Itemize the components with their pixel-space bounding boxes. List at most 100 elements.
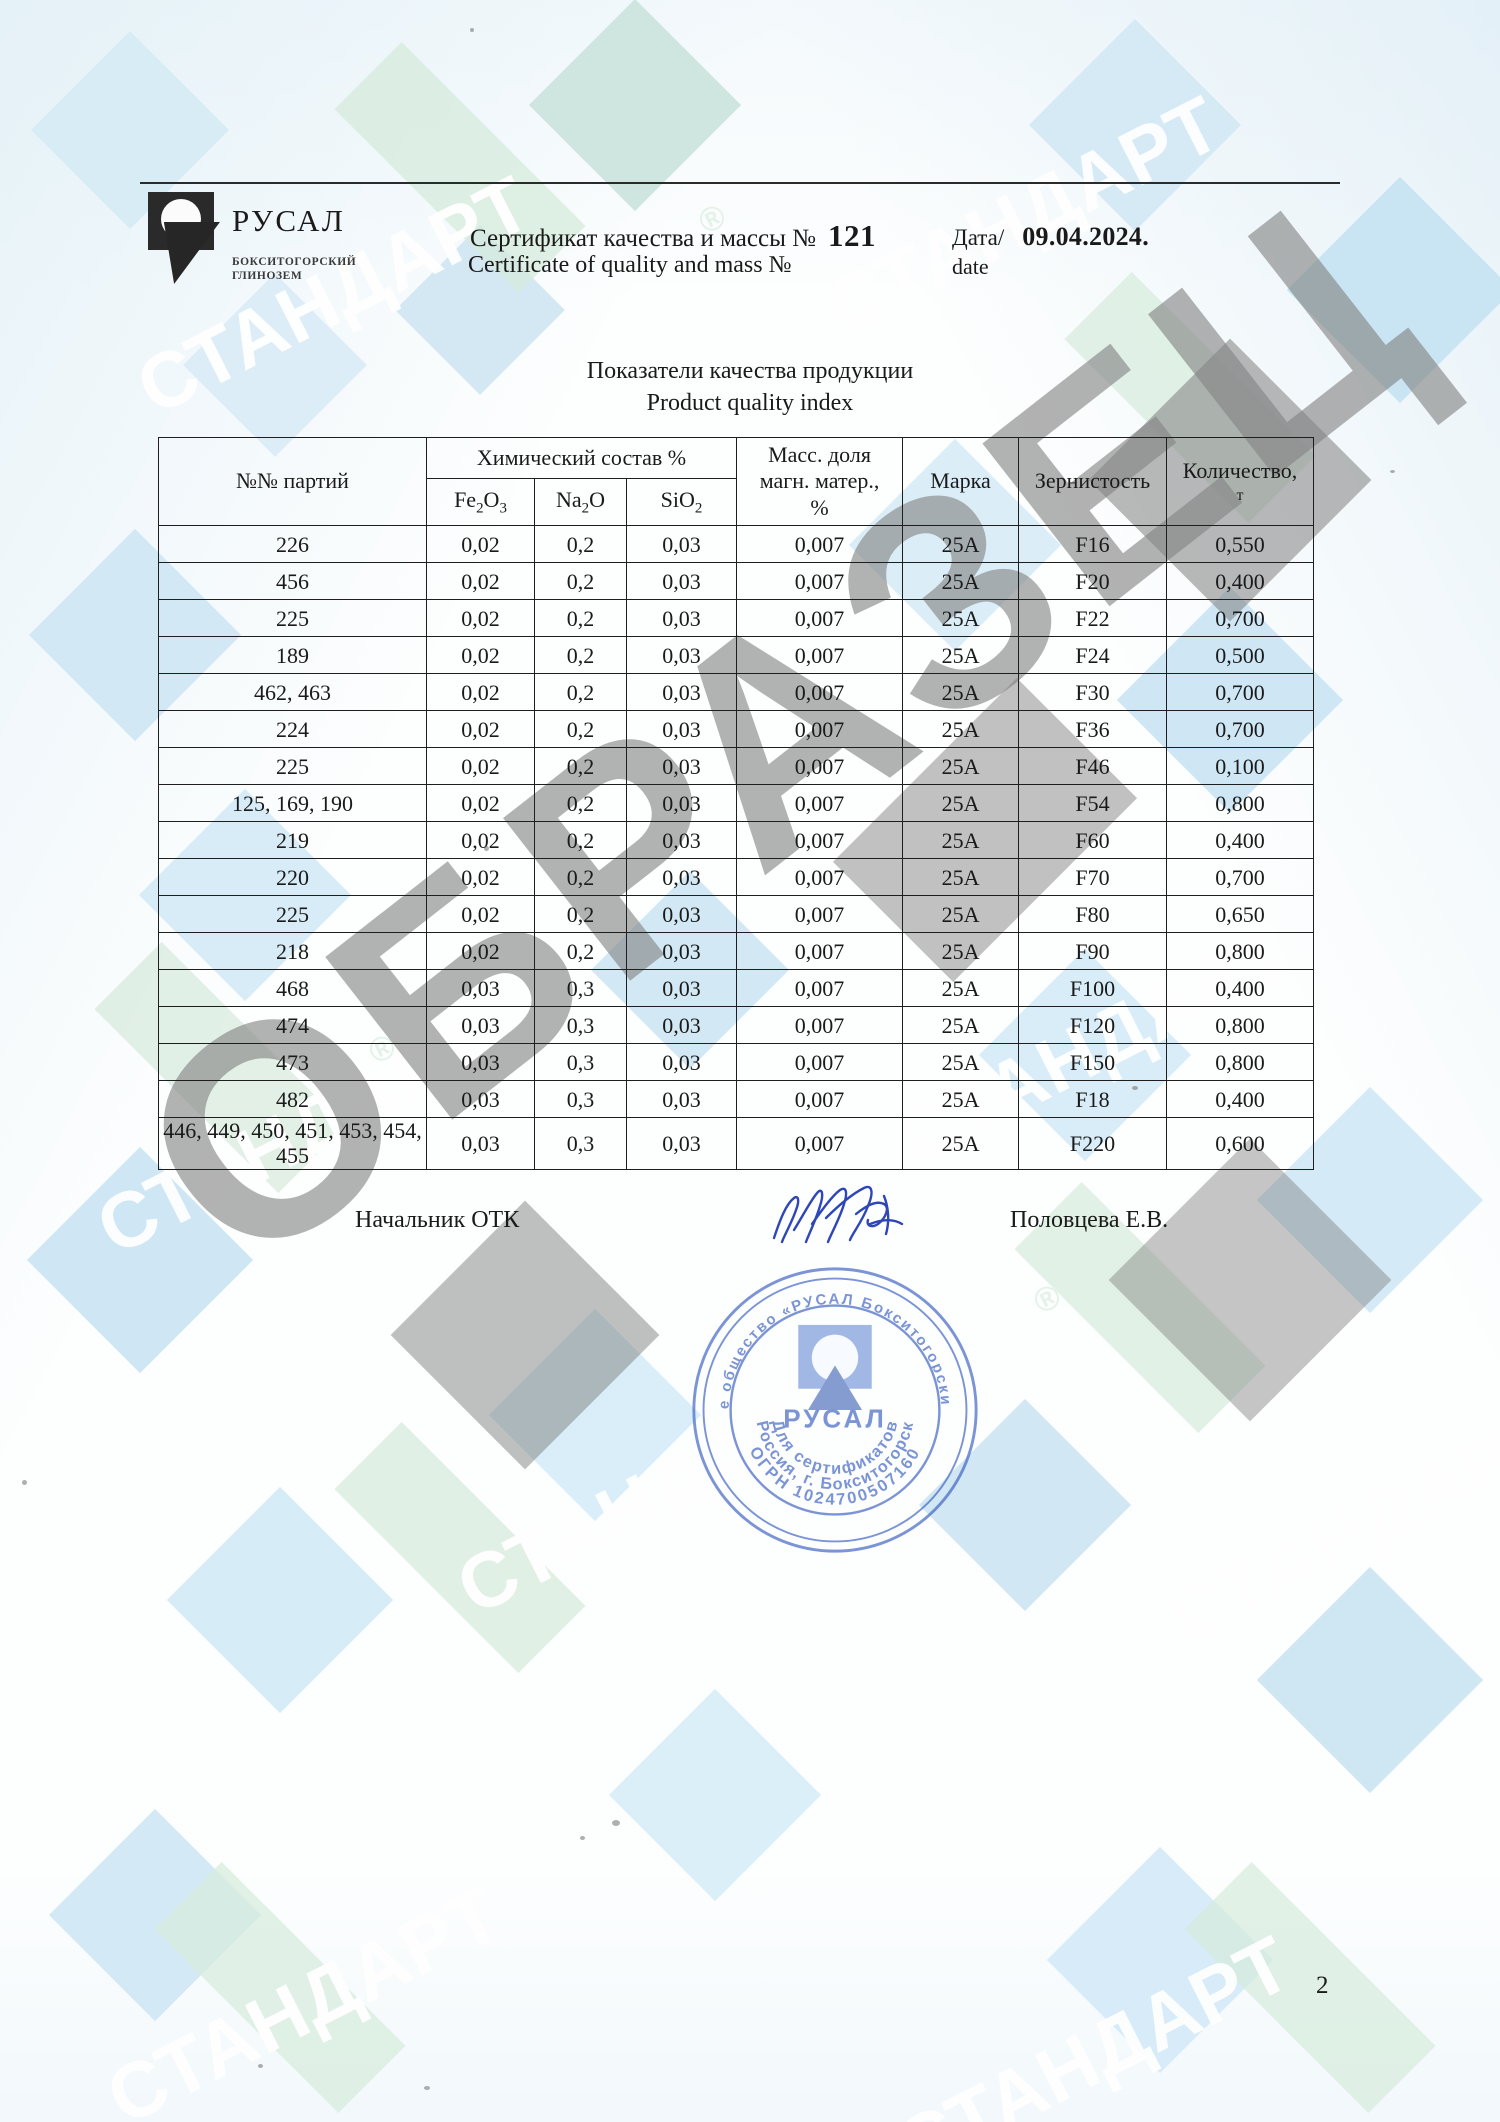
- cell-marka: 25А: [902, 1006, 1020, 1045]
- cell-magn: 0,007: [736, 1043, 904, 1082]
- cell-zernistost: F90: [1018, 932, 1168, 971]
- cell-na2o: 0,2: [534, 710, 627, 749]
- table-row: 225 0,02 0,2 0,03 0,007 25А F46 0,100: [158, 747, 1315, 786]
- cell-na2o: 0,2: [534, 562, 627, 601]
- cell-fe2o3: 0,02: [426, 747, 535, 786]
- scan-speck: [1132, 1086, 1138, 1090]
- cell-marka: 25А: [902, 821, 1020, 860]
- cell-na2o: 0,3: [534, 1006, 627, 1045]
- cell-zernistost: F120: [1018, 1006, 1168, 1045]
- cell-na2o: 0,2: [534, 673, 627, 712]
- col-header-kolichestvo-unit: т: [1236, 487, 1244, 505]
- date-label-en: date: [952, 254, 989, 279]
- cell-kolichestvo: 0,400: [1166, 562, 1315, 601]
- cell-sio2: 0,03: [625, 895, 738, 934]
- cell-na2o: 0,3: [534, 1080, 627, 1119]
- cell-fe2o3: 0,03: [426, 969, 535, 1008]
- table-row: 462, 463 0,02 0,2 0,03 0,007 25А F30 0,700: [158, 673, 1315, 712]
- col-header-magn: Масс. доля магн. матер., %: [736, 436, 904, 527]
- cell-sio2: 0,03: [625, 932, 738, 971]
- cell-sio2: 0,03: [625, 673, 738, 712]
- cell-lots: 468: [158, 969, 427, 1008]
- cell-kolichestvo: 0,500: [1166, 636, 1315, 675]
- cell-na2o: 0,2: [534, 747, 627, 786]
- cell-zernistost: F100: [1018, 969, 1168, 1008]
- cell-sio2: 0,03: [625, 747, 738, 786]
- cell-sio2: 0,03: [625, 1117, 738, 1170]
- cell-kolichestvo: 0,100: [1166, 747, 1315, 786]
- cell-marka: 25А: [902, 673, 1020, 712]
- cell-magn: 0,007: [736, 895, 904, 934]
- cell-sio2: 0,03: [625, 1006, 738, 1045]
- cell-kolichestvo: 0,800: [1166, 932, 1315, 971]
- quality-table-wrapper: №№ партий Химический состав % Масс. доля…: [158, 436, 1315, 1170]
- table-row: 225 0,02 0,2 0,03 0,007 25А F22 0,700: [158, 599, 1315, 638]
- col-header-kolichestvo-text: Количество,: [1182, 457, 1298, 483]
- col-header-chem-group: Химический состав %: [425, 436, 738, 480]
- cell-kolichestvo: 0,400: [1166, 1080, 1315, 1119]
- cell-sio2: 0,03: [625, 784, 738, 823]
- col-header-kolichestvo: Количество, т: [1166, 436, 1315, 527]
- cell-sio2: 0,03: [625, 821, 738, 860]
- cell-sio2: 0,03: [625, 969, 738, 1008]
- date-value: 09.04.2024.: [1022, 222, 1150, 251]
- cell-fe2o3: 0,02: [426, 636, 535, 675]
- cell-fe2o3: 0,02: [426, 525, 535, 564]
- cell-sio2: 0,03: [625, 710, 738, 749]
- scan-speck: [258, 2064, 263, 2068]
- cell-lots: 225: [158, 747, 427, 786]
- cell-fe2o3: 0,03: [426, 1080, 535, 1119]
- cell-zernistost: F24: [1018, 636, 1168, 675]
- cell-na2o: 0,2: [534, 636, 627, 675]
- cell-magn: 0,007: [736, 1006, 904, 1045]
- cell-lots: 226: [158, 525, 427, 564]
- cell-magn: 0,007: [736, 562, 904, 601]
- cell-marka: 25А: [902, 858, 1020, 897]
- cell-fe2o3: 0,03: [426, 1043, 535, 1082]
- cell-kolichestvo: 0,600: [1166, 1117, 1315, 1170]
- header-divider: [140, 182, 1340, 184]
- signatory-name: Половцева Е.В.: [1010, 1207, 1169, 1233]
- handwritten-signature: [772, 1185, 904, 1244]
- cell-marka: 25А: [902, 562, 1020, 601]
- date-label-ru: Дата/: [952, 225, 1005, 250]
- cell-fe2o3: 0,02: [426, 784, 535, 823]
- certificate-title-ru-text: Сертификат качества и массы №: [470, 225, 816, 252]
- section-subtitle: Показатели качества продукции Product qu…: [0, 355, 1500, 419]
- cell-na2o: 0,3: [534, 1043, 627, 1082]
- certificate-date: Дата/09.04.2024.: [952, 222, 1149, 252]
- col-header-magn-l1: Масс. доля: [768, 442, 871, 467]
- cell-fe2o3: 0,02: [426, 710, 535, 749]
- cell-sio2: 0,03: [625, 858, 738, 897]
- table-row: 219 0,02 0,2 0,03 0,007 25А F60 0,400: [158, 821, 1315, 860]
- plant-name-line1: БОКСИТОГОРСКИЙ: [232, 256, 357, 268]
- cell-magn: 0,007: [736, 969, 904, 1008]
- cell-na2o: 0,3: [534, 1117, 627, 1170]
- cell-marka: 25А: [902, 636, 1020, 675]
- cell-na2o: 0,2: [534, 932, 627, 971]
- cell-kolichestvo: 0,800: [1166, 784, 1315, 823]
- certificate-title-ru: Сертификат качества и массы № 121: [470, 218, 876, 254]
- table-row: 225 0,02 0,2 0,03 0,007 25А F80 0,650: [158, 895, 1315, 934]
- cell-magn: 0,007: [736, 858, 904, 897]
- cell-lots: 446, 449, 450, 451, 453, 454, 455: [158, 1117, 427, 1170]
- cell-kolichestvo: 0,400: [1166, 821, 1315, 860]
- quality-table: №№ партий Химический состав % Масс. доля…: [158, 436, 1315, 1170]
- cell-marka: 25А: [902, 895, 1020, 934]
- cell-marka: 25А: [902, 599, 1020, 638]
- plant-name: БОКСИТОГОРСКИЙ ГЛИНОЗЕМ: [232, 255, 356, 284]
- table-row: 189 0,02 0,2 0,03 0,007 25А F24 0,500: [158, 636, 1315, 675]
- table-row: 226 0,02 0,2 0,03 0,007 25А F16 0,550: [158, 525, 1315, 564]
- col-header-fe2o3: Fe2O3: [426, 478, 535, 527]
- cell-lots: 189: [158, 636, 427, 675]
- plant-name-line2: ГЛИНОЗЕМ: [232, 270, 303, 283]
- cell-fe2o3: 0,02: [426, 858, 535, 897]
- col-header-zernistost: Зернистость: [1018, 436, 1168, 527]
- rusal-logo: РУСАЛ: [148, 192, 448, 250]
- cell-lots: 225: [158, 599, 427, 638]
- certificate-title-en: Certificate of quality and mass №: [468, 252, 792, 278]
- cell-fe2o3: 0,02: [426, 895, 535, 934]
- cell-magn: 0,007: [736, 747, 904, 786]
